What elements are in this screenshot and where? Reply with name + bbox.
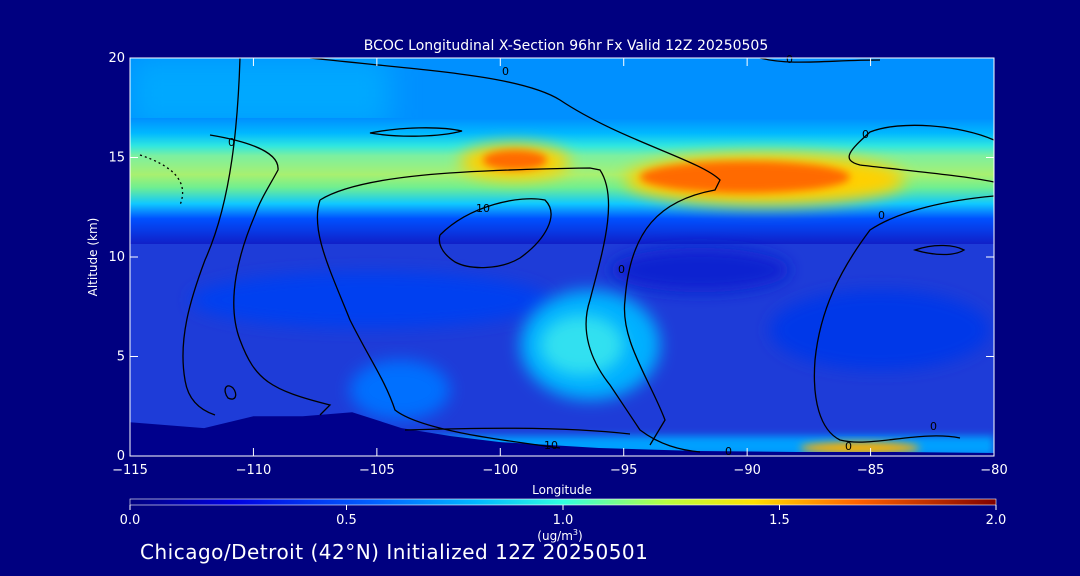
x-tick-label: −105: [359, 463, 395, 478]
contour-line-central-2: [316, 199, 561, 449]
contour-label: 0: [845, 440, 852, 453]
hotspot-surface: [800, 442, 920, 454]
field-plume-core: [540, 315, 624, 375]
contour-label: 0: [502, 65, 509, 78]
y-tick-label: 20: [108, 51, 125, 66]
contour-line-east: [309, 58, 721, 446]
colorbar-ticks: 0.0 0.5 1.0 1.5 2.0: [120, 505, 1007, 528]
contour-label: 10: [544, 439, 558, 452]
contour-label: 0: [930, 420, 937, 433]
field-midlevel-west: [190, 272, 550, 328]
contour-line-top: [759, 58, 881, 63]
contour-line-central: [319, 167, 701, 453]
x-tick-label: −95: [610, 463, 637, 478]
contour-label: 0: [725, 445, 732, 458]
contour-line-west-2: [209, 134, 332, 416]
x-tick-label: −80: [980, 463, 1007, 478]
hotspot-east-core: [640, 161, 850, 193]
contour-line-small-loop-east: [912, 244, 966, 256]
y-tick-label: 15: [108, 151, 125, 166]
colorbar-tick-label: 0.0: [120, 513, 141, 528]
contour-line-west: [182, 58, 241, 416]
contour-line-east-upper: [848, 124, 994, 183]
colorbar-tick-label: 1.5: [769, 513, 790, 528]
y-axis-ticks: 0 5 10 15 20: [108, 51, 994, 464]
x-axis-label: Longitude: [532, 483, 592, 497]
contour-label: 0: [618, 263, 625, 276]
colorbar-tick-label: 1.0: [553, 513, 574, 528]
concentration-field: [130, 58, 994, 456]
contour-lines: [139, 58, 994, 453]
y-tick-label: 5: [117, 350, 125, 365]
hotspot-west-core: [483, 150, 547, 170]
field-midlevel-east: [770, 290, 990, 370]
contour-label: 0: [862, 128, 869, 141]
field-plume-low: [350, 360, 450, 420]
contour-label-group: 0 10 0 0 0 10 0 0 0 0 0: [228, 53, 937, 458]
colorbar-tick-label: 2.0: [986, 513, 1007, 528]
x-tick-label: −110: [236, 463, 272, 478]
x-tick-label: −100: [482, 463, 518, 478]
colorbar-tick-label: 0.5: [336, 513, 357, 528]
chart-title: BCOC Longitudinal X-Section 96hr Fx Vali…: [364, 38, 768, 54]
y-tick-label: 0: [117, 449, 125, 464]
contour-label: 0: [228, 136, 235, 149]
x-tick-label: −85: [857, 463, 884, 478]
contour-line-dotted: [139, 154, 184, 206]
field-upper-west: [130, 58, 390, 128]
contour-line-east-lower: [813, 195, 994, 443]
contour-line-small-loop: [369, 127, 463, 137]
contour-line-closed-10: [438, 198, 552, 269]
terrain-mask: [130, 412, 994, 456]
colorbar: [129, 498, 997, 506]
footer-caption: Chicago/Detroit (42°N) Initialized 12Z 2…: [140, 540, 649, 564]
contour-line-tiny-loop: [224, 385, 237, 400]
y-axis-label: Altitude (km): [86, 218, 100, 297]
y-tick-label: 10: [108, 250, 125, 265]
contour-label: 0: [786, 53, 793, 66]
x-axis-ticks: −115 −110 −105 −100 −95 −90 −85 −80: [112, 58, 1008, 478]
colorbar-unit-label: (ug/m3): [537, 528, 582, 543]
contour-label: 0: [878, 209, 885, 222]
field-midlevel-dark: [610, 248, 790, 292]
x-tick-label: −115: [112, 463, 148, 478]
x-tick-label: −90: [733, 463, 760, 478]
contour-line-surface: [404, 427, 631, 435]
contour-label: 10: [476, 202, 490, 215]
